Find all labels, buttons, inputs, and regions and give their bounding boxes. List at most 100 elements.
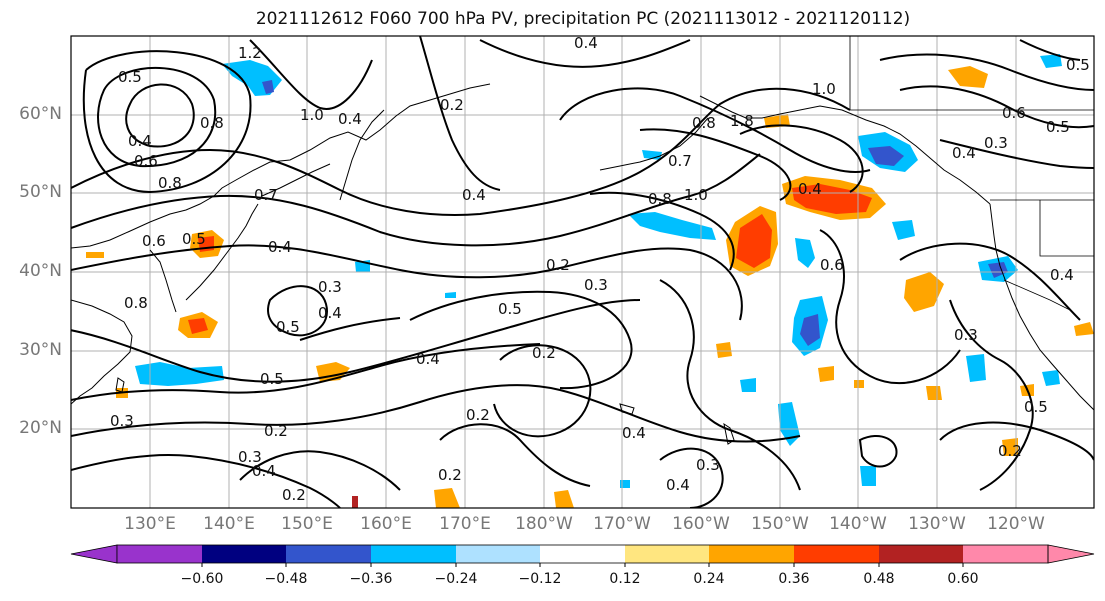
- contour-label: 0.5: [260, 370, 284, 388]
- precip-pos-core: [352, 496, 358, 508]
- precip-pos-patch: [904, 272, 944, 312]
- map-title: 2021112612 F060 700 hPa PV, precipitatio…: [255, 9, 911, 29]
- colorbar-tick-label: −0.12: [518, 571, 562, 587]
- colorbar-cells: [117, 545, 1048, 563]
- lon-label-140e: 140°E: [203, 514, 255, 534]
- precip-pos-core: [736, 214, 772, 268]
- contour-label: 0.2: [546, 256, 570, 274]
- pv-contour: [71, 343, 541, 401]
- contour-label: 0.5: [1066, 56, 1090, 74]
- contour-label: 0.5: [1046, 118, 1070, 136]
- precip-pos-patch: [854, 380, 864, 388]
- pv-contours: [71, 36, 1094, 508]
- precip-neg-patch: [642, 150, 662, 160]
- precip-neg-patch: [740, 378, 756, 392]
- precip-pos-patch: [948, 66, 988, 88]
- pv-contour: [71, 153, 761, 247]
- pv-contour: [493, 344, 592, 438]
- lon-label-130w: 130°W: [908, 514, 966, 534]
- contour-label: 0.4: [1050, 266, 1074, 284]
- coast-kuril: [261, 163, 331, 197]
- precip-neg-patch: [860, 466, 876, 486]
- contour-label: 0.5: [276, 318, 300, 336]
- pv-contour: [819, 229, 961, 385]
- colorbar-tick-label: −0.24: [434, 571, 478, 587]
- precip-pos-core: [188, 318, 208, 334]
- lon-label-160w: 160°W: [672, 514, 730, 534]
- contour-label: 0.4: [252, 462, 276, 480]
- pv-contour: [949, 299, 1034, 491]
- contour-label: 0.5: [498, 300, 522, 318]
- contour-labels: 0.5 0.4 0.6 0.8 1.2 0.8 0.7 0.6 0.5 0.4 …: [110, 34, 1090, 504]
- precip-neg-patch: [1040, 54, 1062, 68]
- contour-label: 0.8: [648, 190, 672, 208]
- lon-label-170w: 170°W: [593, 514, 651, 534]
- colorbar-extend-high: [1047, 544, 1095, 564]
- contour-label: 0.4: [666, 476, 690, 494]
- contour-label: 0.2: [438, 466, 462, 484]
- contour-label: 0.7: [668, 152, 692, 170]
- contour-label: 0.8: [692, 114, 716, 132]
- lat-label-20n: 20°N: [19, 418, 62, 438]
- colorbar-tick-label: −0.60: [180, 571, 224, 587]
- pv-contour: [659, 279, 801, 491]
- colorbar-tick-label: −0.36: [349, 571, 393, 587]
- precip-pos-patch: [554, 490, 574, 508]
- border-us1: [1039, 200, 1094, 257]
- colorbar-tick-label: 0.36: [778, 571, 810, 587]
- lon-label-170e: 170°E: [439, 514, 491, 534]
- pv-contour: [267, 285, 328, 337]
- coast-korea: [149, 249, 177, 313]
- colorbar-cell: [286, 545, 371, 563]
- lat-label-50n: 50°N: [19, 182, 62, 202]
- contour-label: 0.5: [182, 230, 206, 248]
- map-frame: [70, 35, 1095, 509]
- contour-label: 1.0: [684, 186, 708, 204]
- contour-label: 0.8: [158, 174, 182, 192]
- contour-label: 0.2: [440, 96, 464, 114]
- precip-neg-core: [868, 146, 904, 166]
- pv-contour: [639, 128, 792, 201]
- contour-label: 0.3: [954, 326, 978, 344]
- colorbar-ticks: [201, 563, 964, 567]
- lat-label-40n: 40°N: [19, 261, 62, 281]
- pv-contour: [71, 299, 641, 383]
- contour-label: 0.3: [696, 456, 720, 474]
- precip-shading: [86, 54, 1094, 508]
- precip-pos-patch: [86, 252, 104, 258]
- colorbar-cell: [794, 545, 879, 563]
- contour-label: 0.4: [462, 186, 486, 204]
- pv-contour: [879, 53, 1094, 91]
- pv-contour: [589, 191, 735, 271]
- pv-contour: [659, 447, 724, 508]
- lon-label-130e: 130°E: [124, 514, 176, 534]
- pv-contour: [739, 124, 864, 193]
- precip-pos-patch: [716, 342, 732, 358]
- coast-na-west: [989, 203, 1094, 411]
- contour-label: 0.3: [984, 134, 1008, 152]
- contour-label: 1.2: [238, 44, 262, 62]
- colorbar-tick-label: 0.12: [609, 571, 641, 587]
- precip-neg-patch: [795, 238, 815, 268]
- contour-label: 1.0: [812, 80, 836, 98]
- pv-contour: [899, 242, 1081, 321]
- pv-contour: [125, 83, 195, 148]
- precip-pos-patch: [926, 386, 942, 400]
- precip-neg-patch: [778, 402, 800, 446]
- pv-contour: [939, 421, 1094, 461]
- contour-label: 0.4: [574, 34, 598, 52]
- colorbar-cell: [456, 545, 540, 563]
- contour-label: 0.4: [338, 110, 362, 128]
- pv-contour: [409, 290, 633, 390]
- contour-label: 0.4: [128, 132, 152, 150]
- pv-contour: [899, 85, 1094, 129]
- coast-aleutian: [599, 117, 709, 171]
- precip-neg-patch: [892, 220, 915, 240]
- colorbar-cell: [625, 545, 709, 563]
- pv-contour: [299, 317, 401, 341]
- colorbar-cell: [709, 545, 794, 563]
- pv-contour: [419, 36, 501, 191]
- contour-label: 0.2: [466, 406, 490, 424]
- contour-label: 0.4: [798, 180, 822, 198]
